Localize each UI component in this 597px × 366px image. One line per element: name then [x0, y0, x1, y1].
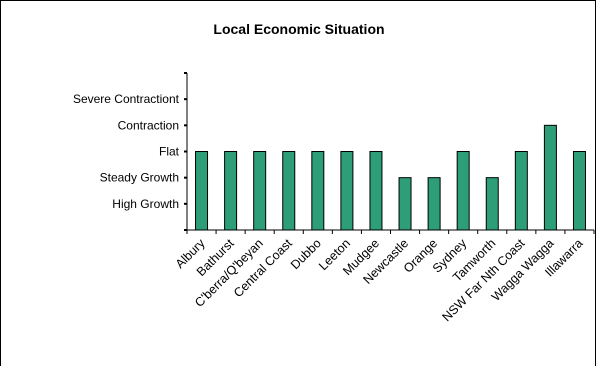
bar	[340, 151, 354, 231]
bar	[369, 151, 383, 231]
bar	[514, 151, 528, 231]
bar	[282, 151, 296, 231]
bar	[427, 177, 441, 231]
bar	[195, 151, 209, 231]
y-tick-label: Severe Contractiont	[73, 92, 180, 106]
y-tick-label: High Growth	[112, 197, 179, 211]
y-tick-label: Steady Growth	[100, 171, 179, 185]
bar	[398, 177, 412, 231]
bar	[253, 151, 267, 231]
bar	[485, 177, 499, 231]
y-tick-label: Contraction	[118, 118, 179, 132]
bar	[311, 151, 325, 231]
bar	[543, 124, 557, 231]
y-tick-label: Flat	[159, 145, 180, 159]
chart-title: Local Economic Situation	[213, 21, 385, 37]
bar	[572, 151, 586, 231]
bar	[224, 151, 238, 231]
plot-area: High Growth Steady Growth Flat Contraction S…	[73, 72, 595, 324]
bar	[456, 151, 470, 231]
